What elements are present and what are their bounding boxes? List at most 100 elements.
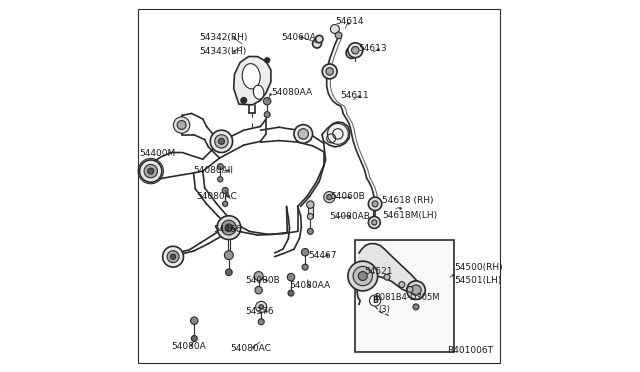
Circle shape [222, 187, 228, 193]
Circle shape [411, 285, 421, 295]
Text: 54080AA: 54080AA [289, 281, 331, 290]
Polygon shape [357, 244, 419, 304]
Circle shape [307, 214, 314, 219]
Text: 54080A: 54080A [172, 342, 206, 351]
Text: R401006T: R401006T [447, 346, 493, 355]
Circle shape [335, 32, 342, 39]
Text: 54501(LH): 54501(LH) [454, 276, 502, 285]
Circle shape [372, 201, 378, 207]
Circle shape [316, 35, 323, 43]
Circle shape [218, 177, 223, 182]
Text: 54614: 54614 [335, 17, 364, 26]
Circle shape [191, 317, 198, 324]
Circle shape [346, 47, 357, 58]
Text: 54080AC: 54080AC [196, 192, 237, 201]
Circle shape [140, 160, 162, 182]
Text: 54613: 54613 [358, 44, 387, 53]
Text: 54080AII: 54080AII [193, 166, 234, 175]
Circle shape [177, 121, 186, 129]
Circle shape [264, 112, 270, 118]
Circle shape [218, 138, 225, 144]
Circle shape [298, 129, 308, 139]
Text: 54618M(LH): 54618M(LH) [383, 211, 438, 219]
Text: 54467: 54467 [308, 251, 337, 260]
Circle shape [330, 25, 339, 33]
Ellipse shape [253, 85, 264, 99]
Text: 54400M: 54400M [140, 149, 176, 158]
Circle shape [406, 281, 425, 299]
Circle shape [348, 43, 363, 58]
Circle shape [225, 269, 232, 276]
Circle shape [324, 192, 335, 203]
Text: 54060A: 54060A [281, 33, 316, 42]
Text: 54080AA: 54080AA [271, 88, 312, 97]
Polygon shape [322, 122, 349, 147]
Circle shape [326, 195, 332, 200]
Circle shape [144, 164, 157, 178]
Text: 54060B: 54060B [330, 192, 365, 201]
Circle shape [225, 251, 234, 260]
Circle shape [211, 130, 232, 153]
Text: 54500(RH): 54500(RH) [454, 263, 503, 272]
Circle shape [264, 58, 270, 63]
Circle shape [173, 117, 190, 133]
Circle shape [372, 220, 377, 225]
Text: 54080AB: 54080AB [330, 212, 370, 221]
Circle shape [384, 274, 390, 280]
Circle shape [407, 286, 413, 292]
Text: 54080AC: 54080AC [231, 344, 271, 353]
Circle shape [225, 224, 232, 231]
Text: 54466: 54466 [213, 225, 241, 234]
Circle shape [217, 216, 241, 240]
Circle shape [170, 254, 175, 259]
Circle shape [255, 286, 262, 294]
Text: 54342(RH): 54342(RH) [199, 33, 248, 42]
Circle shape [259, 305, 264, 309]
Text: 54343(LH): 54343(LH) [199, 47, 246, 56]
Circle shape [307, 201, 314, 208]
Circle shape [353, 266, 372, 286]
Circle shape [254, 272, 263, 280]
Text: 54080B: 54080B [246, 276, 280, 285]
Circle shape [399, 282, 405, 288]
Ellipse shape [242, 64, 260, 89]
Text: B081B4-D305M: B081B4-D305M [374, 293, 440, 302]
Text: 54618 (RH): 54618 (RH) [383, 196, 434, 205]
Circle shape [288, 290, 294, 296]
Circle shape [294, 125, 312, 143]
Circle shape [348, 261, 378, 291]
Text: 54376: 54376 [245, 307, 273, 316]
Text: 54521: 54521 [364, 267, 392, 276]
Circle shape [307, 228, 314, 234]
Polygon shape [234, 57, 271, 105]
Polygon shape [308, 205, 312, 217]
Circle shape [287, 273, 294, 281]
Circle shape [255, 301, 267, 312]
Circle shape [218, 164, 223, 170]
Circle shape [351, 46, 359, 54]
Circle shape [369, 295, 381, 306]
Circle shape [215, 135, 228, 148]
Circle shape [221, 220, 236, 235]
Circle shape [163, 246, 184, 267]
Circle shape [326, 68, 333, 75]
Bar [355, 240, 454, 352]
Circle shape [167, 251, 179, 263]
Circle shape [413, 304, 419, 310]
Circle shape [264, 97, 271, 105]
Circle shape [322, 64, 337, 79]
Circle shape [191, 336, 197, 341]
Text: 54611: 54611 [340, 92, 369, 100]
Circle shape [301, 248, 309, 256]
Circle shape [358, 272, 367, 280]
Circle shape [302, 264, 308, 270]
Text: (3): (3) [378, 305, 390, 314]
Circle shape [369, 217, 380, 228]
Circle shape [312, 39, 321, 48]
Circle shape [223, 201, 228, 206]
Circle shape [259, 319, 264, 325]
Circle shape [241, 97, 246, 103]
Text: B: B [372, 296, 378, 305]
Circle shape [148, 168, 154, 174]
Circle shape [369, 197, 381, 211]
